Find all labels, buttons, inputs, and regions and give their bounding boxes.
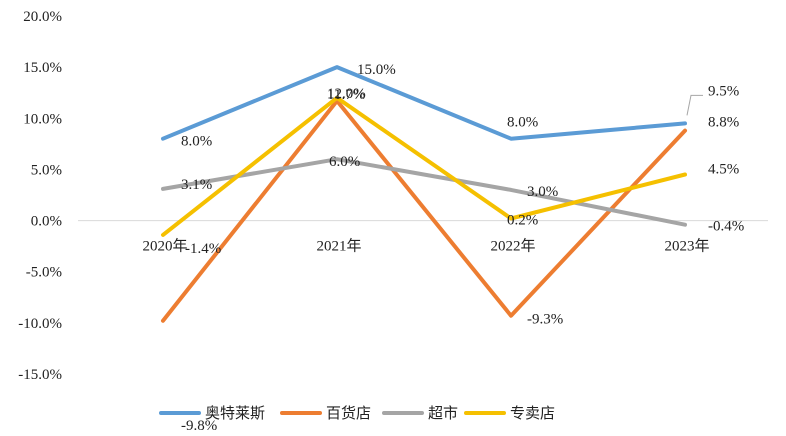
series-lines (161, 65, 687, 323)
data-label: 4.5% (708, 162, 739, 178)
y-axis-tick-labels: 20.0% 15.0% 10.0% 5.0% 0.0% -5.0% -10.0% -15.0% (18, 9, 62, 383)
label-leader-line (686, 94, 703, 116)
y-tick-label: -5.0% (26, 265, 62, 281)
legend-label: 奥特莱斯 (205, 404, 265, 422)
legend-label: 专卖店 (510, 404, 555, 422)
data-label: -9.8% (181, 418, 217, 434)
y-tick-label: -10.0% (18, 316, 62, 332)
data-label: 6.0% (329, 154, 360, 170)
data-label: 8.0% (507, 115, 538, 131)
data-label: 9.5% (708, 83, 739, 99)
data-label: 3.0% (527, 184, 558, 200)
y-tick-label: 5.0% (31, 162, 62, 178)
data-label: 0.2% (507, 213, 538, 229)
x-tick-label: 2020年 (142, 238, 187, 255)
data-label: -9.3% (527, 312, 563, 328)
series-line-0 (161, 65, 687, 141)
data-label: 8.0% (181, 134, 212, 150)
series-line-2 (161, 157, 687, 227)
data-label: 8.8% (708, 115, 739, 131)
data-label: -1.4% (185, 241, 221, 257)
x-tick-label: 2023年 (664, 238, 709, 255)
data-label: -0.4% (708, 219, 744, 235)
legend-label: 百货店 (326, 404, 371, 422)
series-line-3 (161, 95, 687, 237)
series-line-1 (161, 98, 687, 323)
x-tick-label: 2022年 (490, 238, 535, 255)
data-label: 11.7% (327, 87, 365, 103)
y-tick-label: 15.0% (23, 60, 62, 76)
y-tick-label: 0.0% (31, 214, 62, 230)
data-labels: 8.0% 15.0% 8.0% 9.5% -9.8% 11.7% -9.3% 8.8% 3.1%… (181, 62, 744, 434)
legend-label: 超市 (428, 404, 458, 422)
x-tick-label: 2021年 (316, 238, 361, 255)
data-label: 3.1% (181, 177, 212, 193)
y-tick-label: 10.0% (23, 111, 62, 127)
legend: 奥特莱斯 百货店 超市 专卖店 (159, 404, 555, 422)
x-axis-tick-labels: 2020年 2021年 2022年 2023年 (142, 238, 709, 255)
data-label: 15.0% (357, 62, 396, 78)
y-tick-label: -15.0% (18, 367, 62, 383)
data-label: 12.0% (327, 86, 366, 102)
y-tick-label: 20.0% (23, 9, 62, 25)
